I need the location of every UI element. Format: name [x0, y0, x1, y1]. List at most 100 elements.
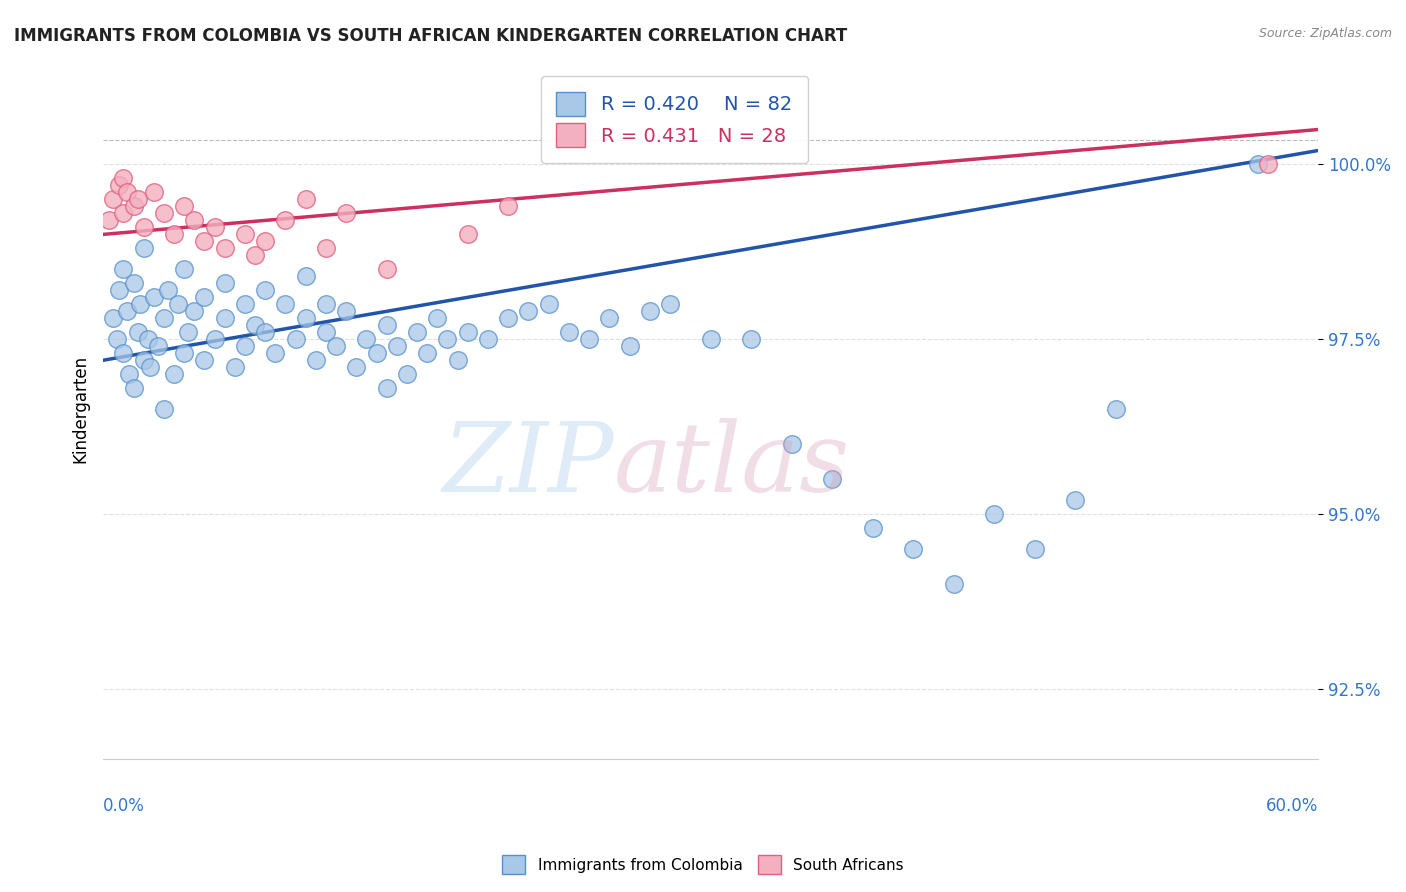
Point: [446, 353, 468, 368]
Point: [1105, 402, 1128, 417]
Point: [108, 283, 131, 297]
Point: [103, 193, 125, 207]
Point: [254, 326, 277, 340]
Point: [375, 318, 398, 333]
Legend: R = 0.420    N = 82, R = 0.431   N = 28: R = 0.420 N = 82, R = 0.431 N = 28: [541, 77, 808, 162]
Point: [118, 368, 141, 382]
Point: [224, 360, 246, 375]
Point: [558, 326, 581, 340]
Point: [780, 437, 803, 451]
Point: [122, 381, 145, 395]
Point: [740, 332, 762, 346]
Text: atlas: atlas: [613, 418, 849, 512]
Point: [112, 346, 135, 360]
Point: [385, 339, 408, 353]
Point: [325, 339, 347, 353]
Point: [156, 283, 179, 297]
Point: [598, 311, 620, 326]
Point: [638, 304, 661, 318]
Point: [426, 311, 449, 326]
Point: [294, 193, 316, 207]
Text: 60.0%: 60.0%: [1265, 797, 1319, 815]
Point: [214, 241, 236, 255]
Point: [177, 326, 200, 340]
Point: [903, 542, 925, 557]
Point: [142, 290, 165, 304]
Point: [821, 472, 844, 486]
Point: [142, 186, 165, 200]
Point: [105, 332, 128, 346]
Point: [233, 297, 256, 311]
Point: [254, 235, 277, 249]
Point: [204, 332, 226, 346]
Point: [496, 311, 519, 326]
Point: [193, 290, 215, 304]
Point: [496, 199, 519, 213]
Point: [517, 304, 540, 318]
Text: Source: ZipAtlas.com: Source: ZipAtlas.com: [1258, 27, 1392, 40]
Point: [416, 346, 439, 360]
Point: [264, 346, 287, 360]
Point: [103, 311, 125, 326]
Point: [395, 368, 418, 382]
Point: [233, 227, 256, 242]
Point: [112, 262, 135, 277]
Point: [284, 332, 307, 346]
Point: [862, 521, 884, 535]
Point: [578, 332, 600, 346]
Point: [356, 332, 378, 346]
Point: [214, 277, 236, 291]
Point: [127, 193, 149, 207]
Point: [167, 297, 190, 311]
Point: [193, 353, 215, 368]
Point: [366, 346, 388, 360]
Point: [1024, 542, 1046, 557]
Point: [274, 213, 297, 227]
Point: [122, 277, 145, 291]
Point: [146, 339, 169, 353]
Point: [132, 241, 155, 255]
Point: [233, 339, 256, 353]
Point: [243, 318, 266, 333]
Point: [183, 304, 205, 318]
Point: [163, 368, 186, 382]
Point: [305, 353, 328, 368]
Point: [942, 577, 965, 591]
Point: [274, 297, 297, 311]
Point: [122, 199, 145, 213]
Point: [138, 360, 160, 375]
Point: [1246, 157, 1268, 171]
Point: [315, 326, 337, 340]
Point: [659, 297, 682, 311]
Point: [699, 332, 721, 346]
Point: [173, 346, 195, 360]
Point: [335, 206, 357, 220]
Point: [457, 326, 479, 340]
Point: [183, 213, 205, 227]
Point: [335, 304, 357, 318]
Point: [436, 332, 458, 346]
Point: [294, 269, 316, 284]
Point: [619, 339, 641, 353]
Point: [457, 227, 479, 242]
Y-axis label: Kindergarten: Kindergarten: [72, 355, 89, 463]
Point: [112, 171, 135, 186]
Point: [344, 360, 367, 375]
Point: [117, 186, 139, 200]
Point: [117, 304, 139, 318]
Point: [153, 402, 176, 417]
Text: ZIP: ZIP: [441, 418, 613, 512]
Point: [153, 206, 176, 220]
Point: [98, 213, 121, 227]
Point: [127, 326, 149, 340]
Point: [1257, 157, 1279, 171]
Point: [153, 311, 176, 326]
Point: [1064, 493, 1087, 508]
Point: [204, 220, 226, 235]
Point: [375, 262, 398, 277]
Point: [193, 235, 215, 249]
Point: [315, 241, 337, 255]
Point: [537, 297, 560, 311]
Point: [406, 326, 429, 340]
Point: [315, 297, 337, 311]
